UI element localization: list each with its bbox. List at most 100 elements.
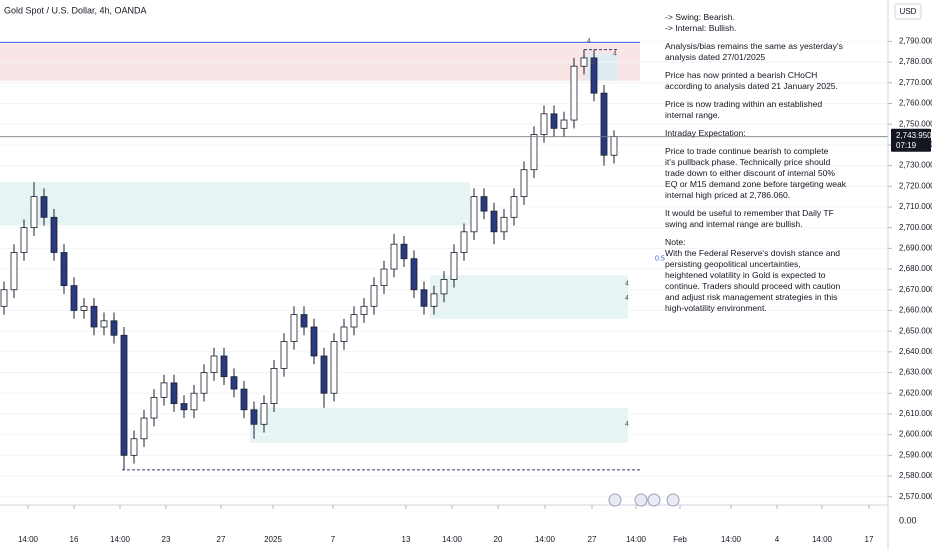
annotation: 4 bbox=[613, 51, 617, 58]
note-line: trade down to either discount of interna… bbox=[665, 168, 836, 178]
x-tick-label: 17 bbox=[865, 535, 874, 544]
note-line: internal range. bbox=[665, 110, 720, 120]
candle-body bbox=[230, 376, 238, 390]
candle-body bbox=[280, 341, 288, 369]
y-tick-label: 2,720.000 bbox=[899, 181, 932, 190]
candle-body bbox=[270, 368, 278, 404]
grid bbox=[0, 40, 892, 509]
candle-body bbox=[50, 216, 58, 253]
overlays: 0.5 4 D 4 4 4 4 bbox=[0, 38, 888, 471]
candle-body bbox=[400, 243, 408, 260]
y-tick-label: 2,590.000 bbox=[899, 450, 932, 459]
note-line: analysis dated 27/01/2025 bbox=[665, 52, 766, 62]
analysis-notes: -> Swing: Bearish. -> Internal: Bullish. A… bbox=[665, 12, 885, 321]
y-tick-label: 2,600.000 bbox=[899, 430, 932, 439]
candle-body bbox=[60, 252, 68, 287]
zone bbox=[430, 275, 628, 319]
candle-body bbox=[520, 169, 528, 198]
note-paragraph: Analysis/bias remains the same as yester… bbox=[665, 41, 885, 63]
candle-body bbox=[0, 289, 8, 307]
y-tick-label: 2,660.000 bbox=[899, 306, 932, 315]
y-tick-label: 2,640.000 bbox=[899, 347, 932, 356]
y-tick-label: 2,780.000 bbox=[899, 57, 932, 66]
candle-body bbox=[260, 403, 268, 425]
candle-body bbox=[360, 305, 368, 315]
candle-body bbox=[40, 196, 48, 218]
candle-body bbox=[160, 382, 168, 398]
x-tick-label: 14:00 bbox=[442, 535, 463, 544]
annotation: D bbox=[590, 59, 595, 66]
last-price-label: 2,743.950 bbox=[896, 131, 932, 140]
x-tick-label: 14:00 bbox=[626, 535, 647, 544]
note-line: With the Federal Reserve's dovish stance… bbox=[665, 248, 841, 258]
y-tick-label: 2,700.000 bbox=[899, 223, 932, 232]
candle-body bbox=[200, 372, 208, 394]
y-tick-label: 2,760.000 bbox=[899, 99, 932, 108]
event-icon[interactable] bbox=[647, 493, 661, 507]
currency[interactable]: USD bbox=[900, 7, 917, 16]
candle-body bbox=[130, 438, 138, 456]
candle-body bbox=[290, 314, 298, 342]
zone bbox=[250, 407, 628, 443]
countdown: 07:19 bbox=[896, 141, 917, 150]
candle-body bbox=[340, 326, 348, 342]
note-line: persisting geopolitical uncertainties, bbox=[665, 259, 801, 269]
y-tick-label: 2,750.000 bbox=[899, 119, 932, 128]
note-paragraph: -> Swing: Bearish. -> Internal: Bullish. bbox=[665, 12, 885, 34]
candle-body bbox=[120, 334, 128, 456]
annotation: 4 bbox=[625, 295, 629, 302]
candle-body bbox=[420, 289, 428, 307]
candle-body bbox=[390, 243, 398, 270]
x-tick-label: Feb bbox=[673, 535, 687, 544]
candle-body bbox=[440, 279, 448, 295]
x-tick-label: 14:00 bbox=[110, 535, 131, 544]
x-tick-label: 13 bbox=[402, 535, 411, 544]
candle-body bbox=[180, 403, 188, 411]
note-line: It would be useful to remember that Dail… bbox=[665, 208, 834, 218]
note-line: Analysis/bias remains the same as yester… bbox=[665, 41, 843, 51]
note-line: heightened volatility in Gold is expecte… bbox=[665, 270, 826, 280]
x-tick-label: 14:00 bbox=[535, 535, 556, 544]
note-paragraph: Price is now trading within an establish… bbox=[665, 99, 885, 121]
candle-body bbox=[150, 396, 158, 419]
candle-body bbox=[500, 216, 508, 233]
annotation: 0.5 bbox=[655, 256, 665, 263]
y-tick-label: 2,620.000 bbox=[899, 388, 932, 397]
candle-body bbox=[590, 57, 598, 94]
candle-body bbox=[430, 293, 438, 307]
x-tick-label: 27 bbox=[217, 535, 226, 544]
x-tick-label: 20 bbox=[494, 535, 503, 544]
note-line: -> Swing: Bearish. bbox=[665, 12, 735, 22]
last-price-box bbox=[891, 128, 931, 152]
candle-body bbox=[460, 231, 468, 253]
candle-body bbox=[250, 409, 258, 425]
y-tick-label: 2,710.000 bbox=[899, 202, 932, 211]
candle-body bbox=[580, 57, 588, 67]
axis-corner-label: 0.00 bbox=[899, 515, 917, 525]
y-tick-label: 2,580.000 bbox=[899, 471, 932, 480]
x-tick-label: 27 bbox=[588, 535, 597, 544]
candle-body bbox=[90, 305, 98, 328]
x-tick-label: 4 bbox=[775, 535, 780, 544]
annotation: 4 bbox=[625, 280, 629, 287]
candle-body bbox=[480, 196, 488, 212]
y-tick-label: 2,570.000 bbox=[899, 492, 932, 501]
candle-body bbox=[540, 113, 548, 135]
note-line: swing and internal range are bullish. bbox=[665, 219, 803, 229]
event-icon[interactable] bbox=[608, 493, 622, 507]
zone bbox=[0, 182, 470, 226]
currency-box[interactable] bbox=[894, 3, 922, 20]
event-icon[interactable] bbox=[666, 493, 680, 507]
candle-body bbox=[530, 134, 538, 171]
candle-body bbox=[140, 417, 148, 440]
candle-body bbox=[20, 227, 28, 253]
note-line: Intraday Expectation: bbox=[665, 128, 746, 138]
candle-body bbox=[610, 136, 618, 156]
note-line: Price has now printed a bearish CHoCH bbox=[665, 70, 818, 80]
x-tick-label: 14:00 bbox=[721, 535, 742, 544]
event-icon[interactable] bbox=[634, 493, 648, 507]
event-icons[interactable] bbox=[608, 493, 680, 507]
candle-body bbox=[170, 382, 178, 404]
candle-body bbox=[470, 196, 478, 233]
x-tick-label: 14:00 bbox=[812, 535, 833, 544]
